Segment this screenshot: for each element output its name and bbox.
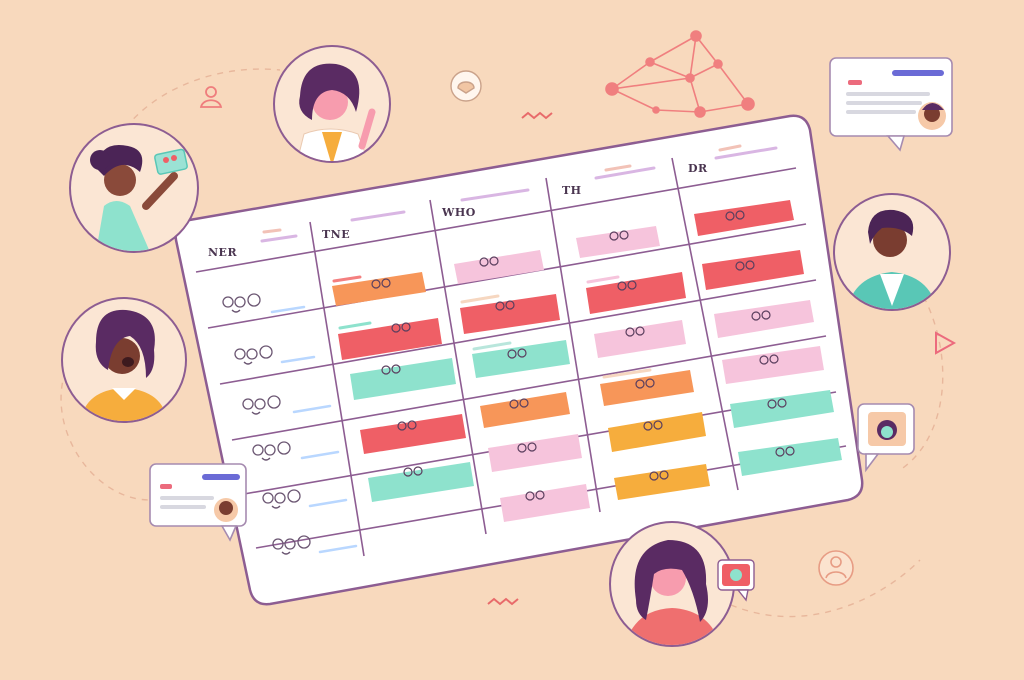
time-label-underlines — [270, 305, 358, 554]
play-triangle-icon — [935, 331, 957, 355]
event-block[interactable] — [594, 320, 686, 358]
schedule-board: NER TNE WHO TH DR — [174, 114, 864, 606]
chat-bubble-icon — [450, 70, 482, 102]
event-block[interactable] — [730, 390, 834, 428]
zigzag-icon — [487, 111, 553, 606]
user-icon — [199, 86, 223, 108]
event-block[interactable] — [472, 340, 570, 378]
network-graph-icon — [605, 30, 755, 118]
message-card — [149, 463, 247, 542]
event-block[interactable] — [702, 250, 804, 290]
column-header: DR — [688, 162, 708, 175]
event-block[interactable] — [350, 358, 456, 400]
event-block[interactable] — [332, 272, 426, 306]
avatar — [273, 45, 391, 163]
column-header: WHO — [441, 206, 476, 219]
message-card — [717, 559, 755, 602]
avatar — [69, 123, 199, 253]
event-block[interactable] — [480, 392, 570, 428]
event-handwriting — [371, 210, 795, 501]
event-block[interactable] — [738, 438, 842, 476]
event-block[interactable] — [600, 368, 694, 406]
event-block[interactable] — [608, 412, 706, 452]
event-block[interactable] — [586, 272, 686, 314]
message-card — [857, 403, 915, 473]
avatar — [61, 297, 187, 423]
column-headers: NER TNE WHO TH DR — [208, 144, 778, 259]
event-block[interactable] — [460, 294, 560, 334]
event-block[interactable] — [360, 414, 466, 454]
avatar — [609, 521, 735, 647]
avatar — [833, 193, 951, 311]
event-block[interactable] — [576, 226, 660, 258]
time-labels — [222, 293, 311, 555]
event-block[interactable] — [614, 464, 710, 500]
event-block[interactable] — [368, 462, 474, 502]
event-block[interactable] — [488, 434, 582, 472]
event-block[interactable] — [694, 200, 794, 236]
user-icon — [818, 550, 854, 586]
event-block[interactable] — [454, 250, 544, 284]
event-block[interactable] — [338, 318, 442, 360]
event-block[interactable] — [722, 346, 824, 384]
column-header: TH — [562, 184, 582, 197]
column-header: TNE — [322, 228, 350, 241]
column-header: NER — [208, 246, 237, 259]
event-block[interactable] — [500, 484, 590, 522]
message-card — [829, 57, 953, 152]
